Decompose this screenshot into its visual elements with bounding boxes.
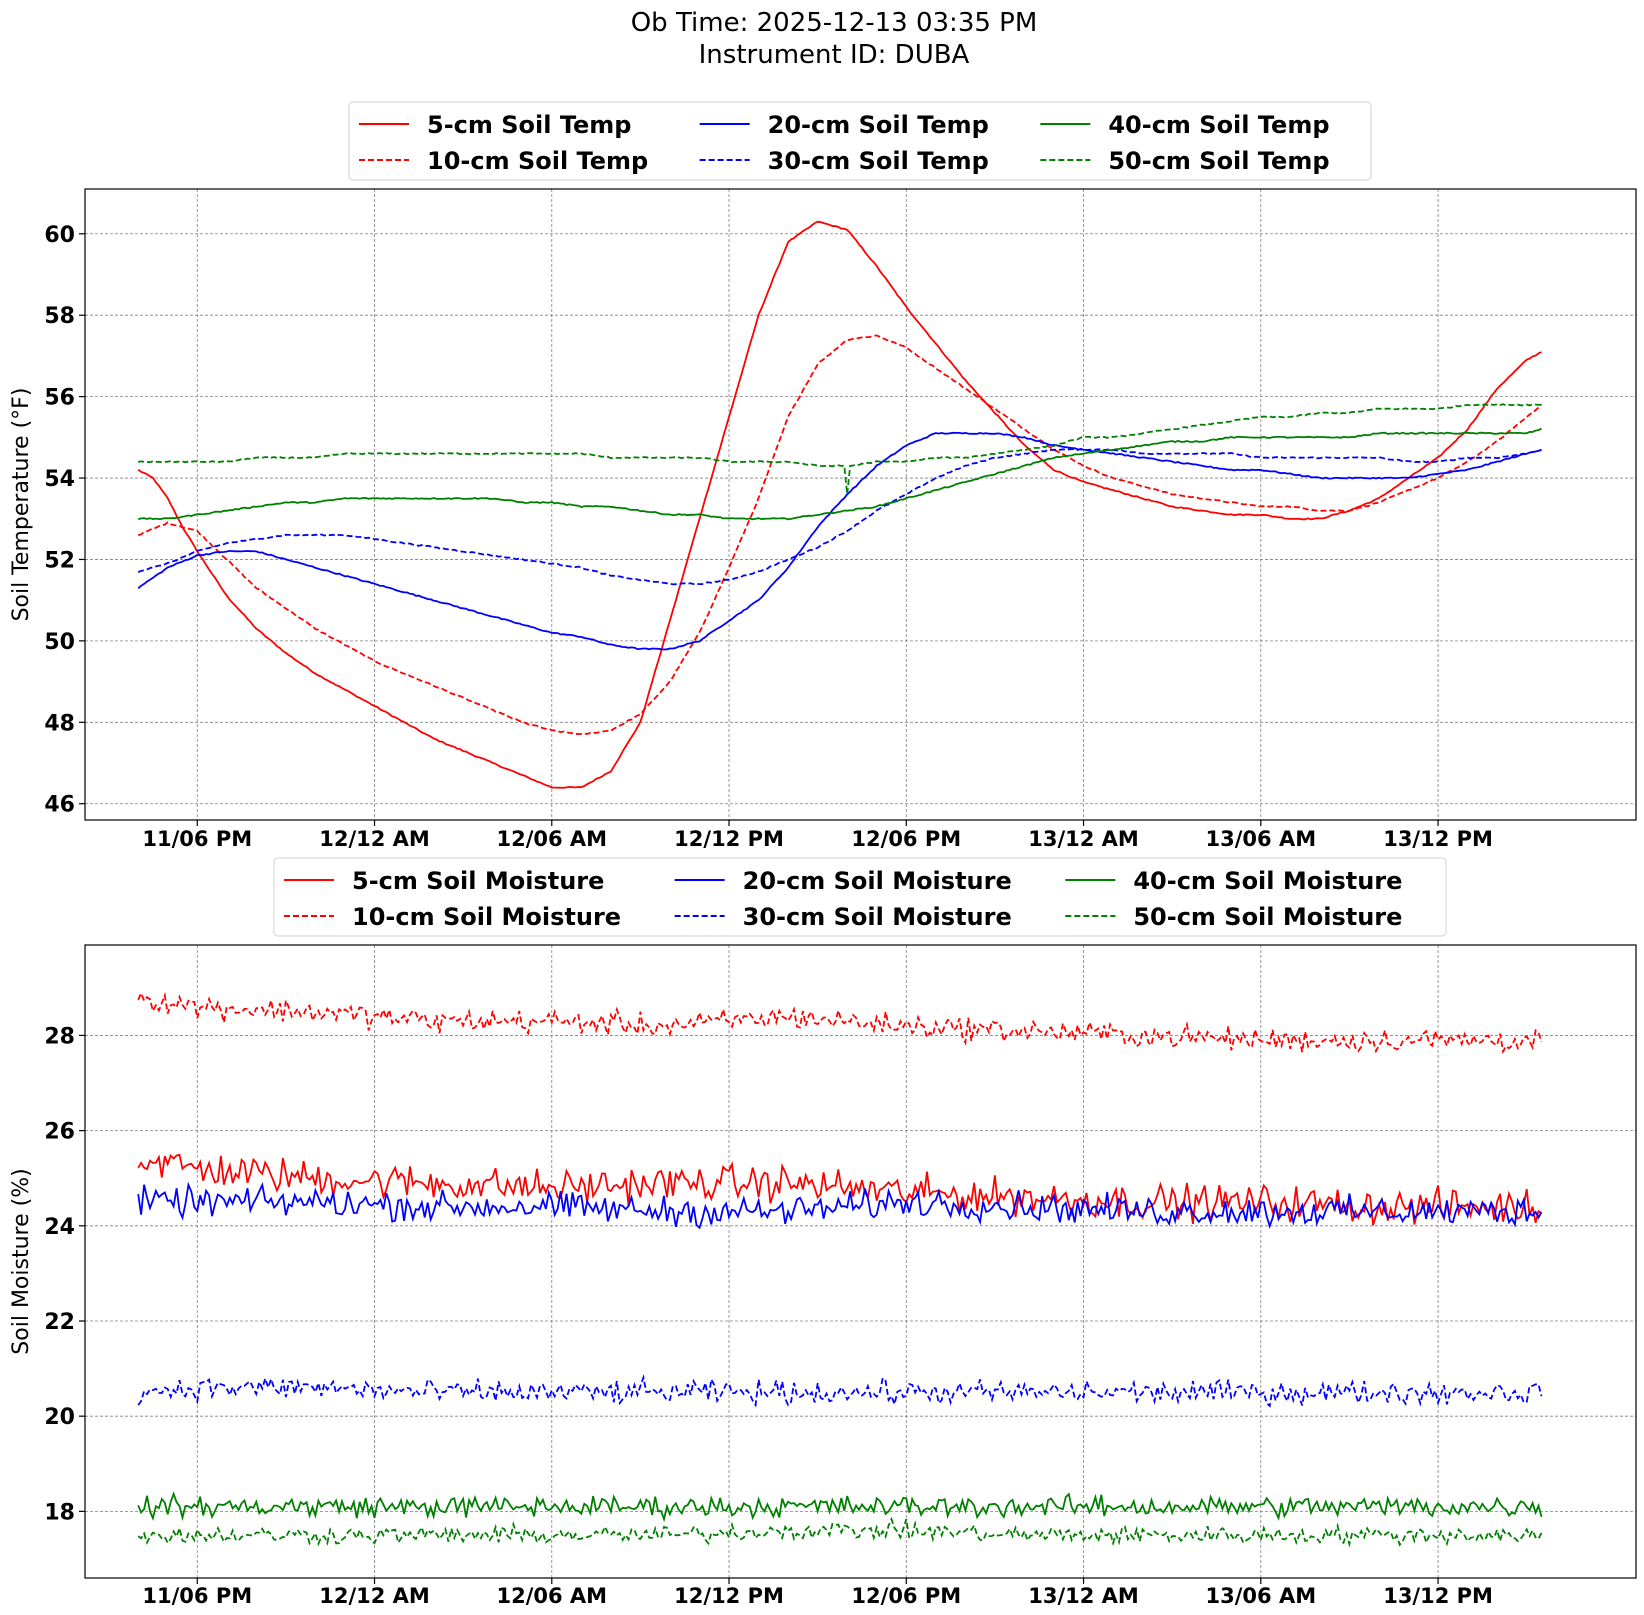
series-line-20-cm-soil-temp [137,431,1542,651]
soil-temperature-panel: 11/06 PM 12/12 AM 12/06 AM 12/12 PM 12/06 PM… [9,101,1637,851]
x-tick-label: 12/06 AM [496,827,607,851]
legend-label: 10-cm Soil Temp [427,147,648,175]
y-axis-label: Soil Moisture (%) [9,1168,34,1354]
legend-label: 20-cm Soil Moisture [743,867,1012,895]
x-tick-label: 13/06 AM [1206,827,1317,851]
legend-box [348,101,1372,181]
legend: 5-cm Soil Temp 10-cm Soil Temp 20-cm Soil … [348,101,1372,181]
y-tick-label: 58 [44,304,75,329]
series-line-50-cm-soil-moisture [137,1516,1543,1548]
series-line-5-cm-soil-temp [137,220,1542,789]
series-line-5-cm-soil-moisture [137,1153,1542,1226]
x-tick-label: 13/12 PM [1383,1584,1493,1608]
legend-label: 40-cm Soil Temp [1108,111,1329,139]
series-line-10-cm-soil-moisture [137,990,1543,1055]
y-tick-label: 50 [44,630,75,655]
y-tick-label: 60 [44,223,75,248]
y-tick-label: 18 [44,1500,75,1525]
legend-label: 20-cm Soil Temp [768,111,989,139]
series-line-30-cm-soil-temp [137,447,1542,586]
y-tick-label: 56 [44,386,75,411]
series-line-40-cm-soil-temp [137,427,1542,521]
x-tick-label: 11/06 PM [142,1584,252,1608]
x-tick-label: 13/06 AM [1206,1584,1317,1608]
legend-label: 30-cm Soil Moisture [743,903,1012,931]
y-tick-label: 46 [44,793,75,818]
y-tick-label: 54 [44,467,75,492]
figure-title-line1: Ob Time: 2025-12-13 03:35 PM [631,8,1038,38]
series-line-10-cm-soil-temp [137,334,1543,736]
x-tick-label: 11/06 PM [142,827,252,851]
x-tick-label: 12/06 AM [496,1584,607,1608]
legend: 5-cm Soil Moisture 10-cm Soil Moisture 20-… [273,857,1447,937]
legend-label: 50-cm Soil Temp [1108,147,1329,175]
plot-frame [84,188,1637,821]
x-tick-label: 12/06 PM [851,827,961,851]
figure-title-line2: Instrument ID: DUBA [699,40,970,70]
legend-label: 10-cm Soil Moisture [352,903,621,931]
x-tick-label: 13/12 AM [1028,827,1139,851]
x-tick-label: 13/12 AM [1028,1584,1139,1608]
x-tick-label: 12/12 AM [319,1584,430,1608]
legend-box [273,857,1447,937]
legend-label: 50-cm Soil Moisture [1133,903,1402,931]
series-line-20-cm-soil-moisture [137,1181,1543,1230]
y-tick-label: 20 [44,1405,75,1430]
y-tick-label: 22 [44,1310,75,1335]
x-tick-label: 12/12 AM [319,827,430,851]
series-line-50-cm-soil-temp [137,403,1542,495]
legend-label: 5-cm Soil Temp [427,111,631,139]
series-line-30-cm-soil-moisture [137,1374,1543,1408]
plot-frame [84,944,1637,1579]
y-tick-label: 26 [44,1120,75,1145]
legend-label: 40-cm Soil Moisture [1133,867,1402,895]
y-tick-label: 52 [44,548,75,573]
x-tick-label: 13/12 PM [1383,827,1493,851]
y-tick-label: 28 [44,1024,75,1049]
x-tick-label: 12/12 PM [674,1584,784,1608]
y-tick-label: 48 [44,711,75,736]
legend-label: 5-cm Soil Moisture [352,867,604,895]
y-tick-label: 24 [44,1215,75,1240]
x-tick-label: 12/12 PM [674,827,784,851]
soil-moisture-panel: 11/06 PM 12/12 AM 12/06 AM 12/12 PM 12/06 PM… [9,857,1637,1608]
legend-label: 30-cm Soil Temp [768,147,989,175]
x-tick-label: 12/06 PM [851,1584,961,1608]
series-line-40-cm-soil-moisture [137,1491,1543,1523]
y-axis-label: Soil Temperature (°F) [9,388,34,622]
